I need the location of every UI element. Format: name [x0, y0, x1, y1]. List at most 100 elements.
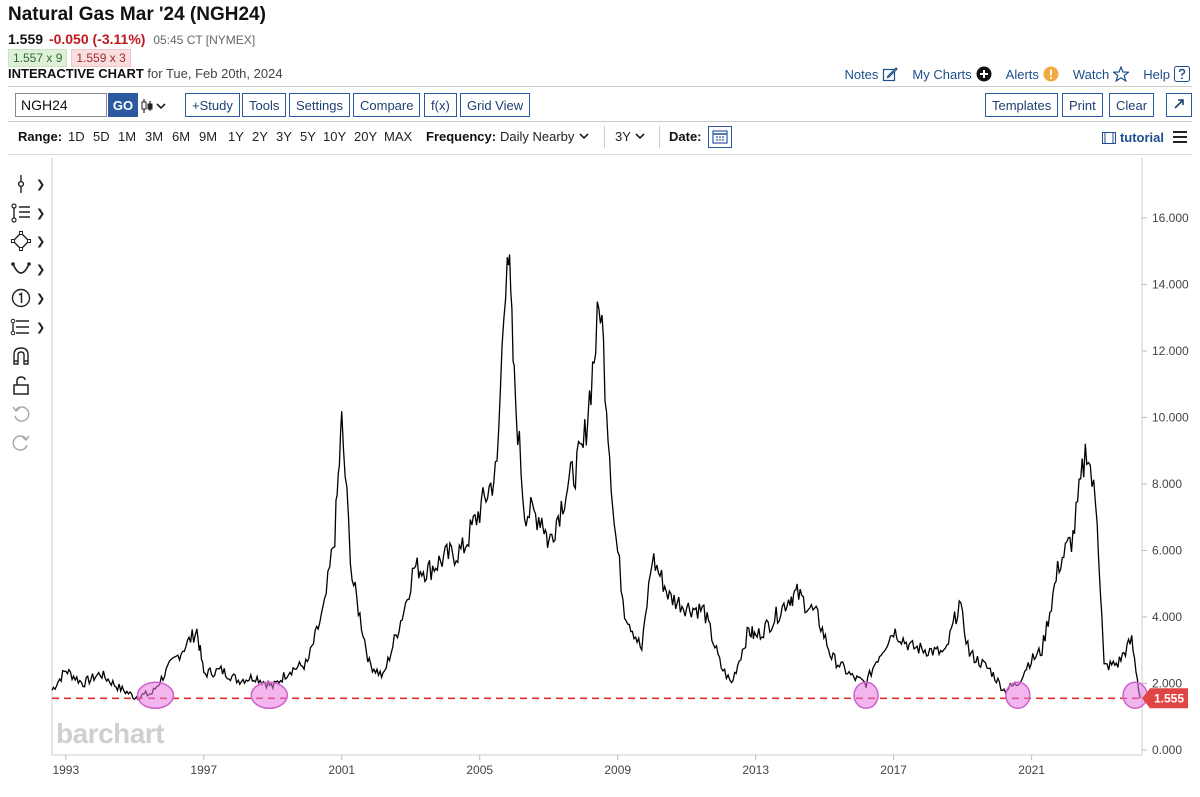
watch-link[interactable]: Watch	[1073, 66, 1130, 82]
chart-frame	[51, 158, 1143, 756]
help-label: Help	[1143, 66, 1170, 82]
range-2y[interactable]: 2Y	[252, 129, 268, 144]
bid-ask: 1.557 x 9 1.559 x 3	[8, 49, 131, 67]
study-button[interactable]: +Study	[185, 93, 240, 117]
film-icon	[1101, 131, 1116, 144]
range-6m[interactable]: 6M	[172, 129, 191, 144]
tool-arc[interactable]: ❯	[10, 257, 46, 281]
expand-icon	[1174, 98, 1184, 109]
tools-button[interactable]: Tools	[242, 93, 287, 117]
drawing-toolbar: ❯ ❯ ❯ ❯ ❯ ❯	[0, 160, 50, 460]
settings-button[interactable]: Settings	[289, 93, 350, 117]
range-1d[interactable]: 1D	[68, 129, 85, 144]
tool-trendline[interactable]: ❯	[10, 201, 46, 225]
chevron-down-icon	[635, 133, 645, 140]
crosshair-icon	[17, 175, 25, 193]
bid-badge: 1.557 x 9	[8, 49, 68, 67]
highlight-circle	[853, 681, 879, 710]
notes-link[interactable]: Notes	[844, 66, 899, 82]
fibonacci-icon	[10, 318, 29, 336]
x-tick-label: 2013	[742, 763, 769, 777]
frequency-value: Daily Nearby	[500, 129, 575, 144]
my-charts-link[interactable]: My Charts	[912, 66, 992, 82]
top-links: Notes My Charts Alerts Watch Help	[844, 66, 1190, 82]
period-value: 3Y	[615, 129, 631, 144]
range-3y[interactable]: 3Y	[276, 129, 292, 144]
y-tick-label: 8.000	[1152, 477, 1182, 491]
price-chart[interactable]: 0.000 2.000 4.000 6.000 8.000 10.000 12.000 14.…	[0, 158, 1200, 797]
x-tick-label: 2009	[604, 763, 631, 777]
range-5d[interactable]: 5D	[93, 129, 110, 144]
range-1y[interactable]: 1Y	[228, 129, 244, 144]
date-label: Date:	[669, 129, 702, 144]
period-select[interactable]: 3Y	[615, 129, 646, 144]
tutorial-label: tutorial	[1119, 130, 1164, 145]
highlight-circle	[1122, 681, 1148, 710]
numbered-marker-icon	[11, 288, 31, 308]
range-max[interactable]: MAX	[384, 129, 413, 144]
go-button[interactable]: GO	[108, 93, 138, 117]
chart-date: for Tue, Feb 20th, 2024	[147, 66, 283, 81]
calendar-button[interactable]	[708, 126, 732, 148]
highlighted-lows	[136, 681, 1148, 710]
tool-undo[interactable]	[10, 402, 46, 426]
tool-annotation[interactable]: ❯	[10, 286, 46, 310]
y-tick-label: 10.000	[1152, 410, 1189, 424]
highlight-circle	[1005, 681, 1031, 710]
tool-lock[interactable]	[10, 373, 46, 397]
range-3m[interactable]: 3M	[145, 129, 164, 144]
range-10y[interactable]: 10Y	[323, 129, 347, 144]
help-link[interactable]: Help	[1143, 66, 1190, 82]
y-tick-label: 6.000	[1152, 543, 1182, 557]
divider	[8, 86, 1192, 87]
range-label: Range:	[18, 129, 63, 144]
divider	[8, 121, 1192, 122]
x-axis: 1993 1997 2001 2005 2009 2013 2017 2021	[52, 755, 1045, 777]
templates-button[interactable]: Templates	[985, 93, 1059, 117]
range-9m[interactable]: 9M	[199, 129, 218, 144]
unlock-icon	[13, 376, 29, 395]
star-icon	[1113, 66, 1130, 82]
quote-line: 1.559 -0.050 (-3.11%) 05:45 CT [NYMEX]	[8, 31, 255, 47]
tool-crosshair[interactable]: ❯	[10, 172, 46, 196]
tool-fibonacci[interactable]: ❯	[10, 315, 46, 339]
symbol-input[interactable]: NGH24	[15, 93, 107, 117]
frequency-select[interactable]: Daily Nearby	[500, 129, 590, 144]
notes-label: Notes	[844, 66, 879, 82]
arc-icon	[11, 262, 31, 274]
price-tag-shape	[1142, 688, 1188, 709]
redo-icon	[12, 435, 30, 451]
alert-icon	[1043, 66, 1059, 82]
grid-view-button[interactable]: Grid View	[460, 93, 531, 117]
last-price: 1.559	[8, 31, 44, 47]
y-tick-label: 12.000	[1152, 344, 1189, 358]
range-1m[interactable]: 1M	[118, 129, 137, 144]
tool-shapes[interactable]: ❯	[10, 229, 46, 253]
expand-button[interactable]	[1166, 93, 1192, 117]
range-5y[interactable]: 5Y	[300, 129, 316, 144]
candlestick-icon[interactable]	[140, 96, 170, 116]
x-tick-label: 1993	[52, 763, 79, 777]
my-charts-label: My Charts	[912, 66, 972, 82]
highlight-circle	[136, 681, 175, 710]
chevron-down-icon	[579, 133, 589, 140]
y-tick-label: 16.000	[1152, 211, 1189, 225]
alerts-link[interactable]: Alerts	[1006, 66, 1059, 82]
x-tick-label: 2005	[466, 763, 493, 777]
price-series-line	[51, 254, 1141, 701]
range-20y[interactable]: 20Y	[354, 129, 378, 144]
price-tag-label: 1.555	[1154, 691, 1184, 705]
divider	[604, 126, 605, 148]
y-axis: 0.000 2.000 4.000 6.000 8.000 10.000 12.000 14.…	[1142, 211, 1189, 757]
alerts-label: Alerts	[1005, 66, 1039, 82]
menu-icon[interactable]	[1172, 130, 1188, 144]
y-tick-label: 14.000	[1152, 277, 1189, 291]
tutorial-link[interactable]: tutorial	[1101, 130, 1164, 145]
compare-button[interactable]: Compare	[353, 93, 421, 117]
clear-button[interactable]: Clear	[1109, 93, 1155, 117]
tool-redo[interactable]	[10, 431, 46, 455]
tool-magnet[interactable]	[10, 344, 46, 368]
fx-button[interactable]: f(x)	[424, 93, 457, 117]
y-tick-label: 4.000	[1152, 610, 1182, 624]
print-button[interactable]: Print	[1062, 93, 1103, 117]
